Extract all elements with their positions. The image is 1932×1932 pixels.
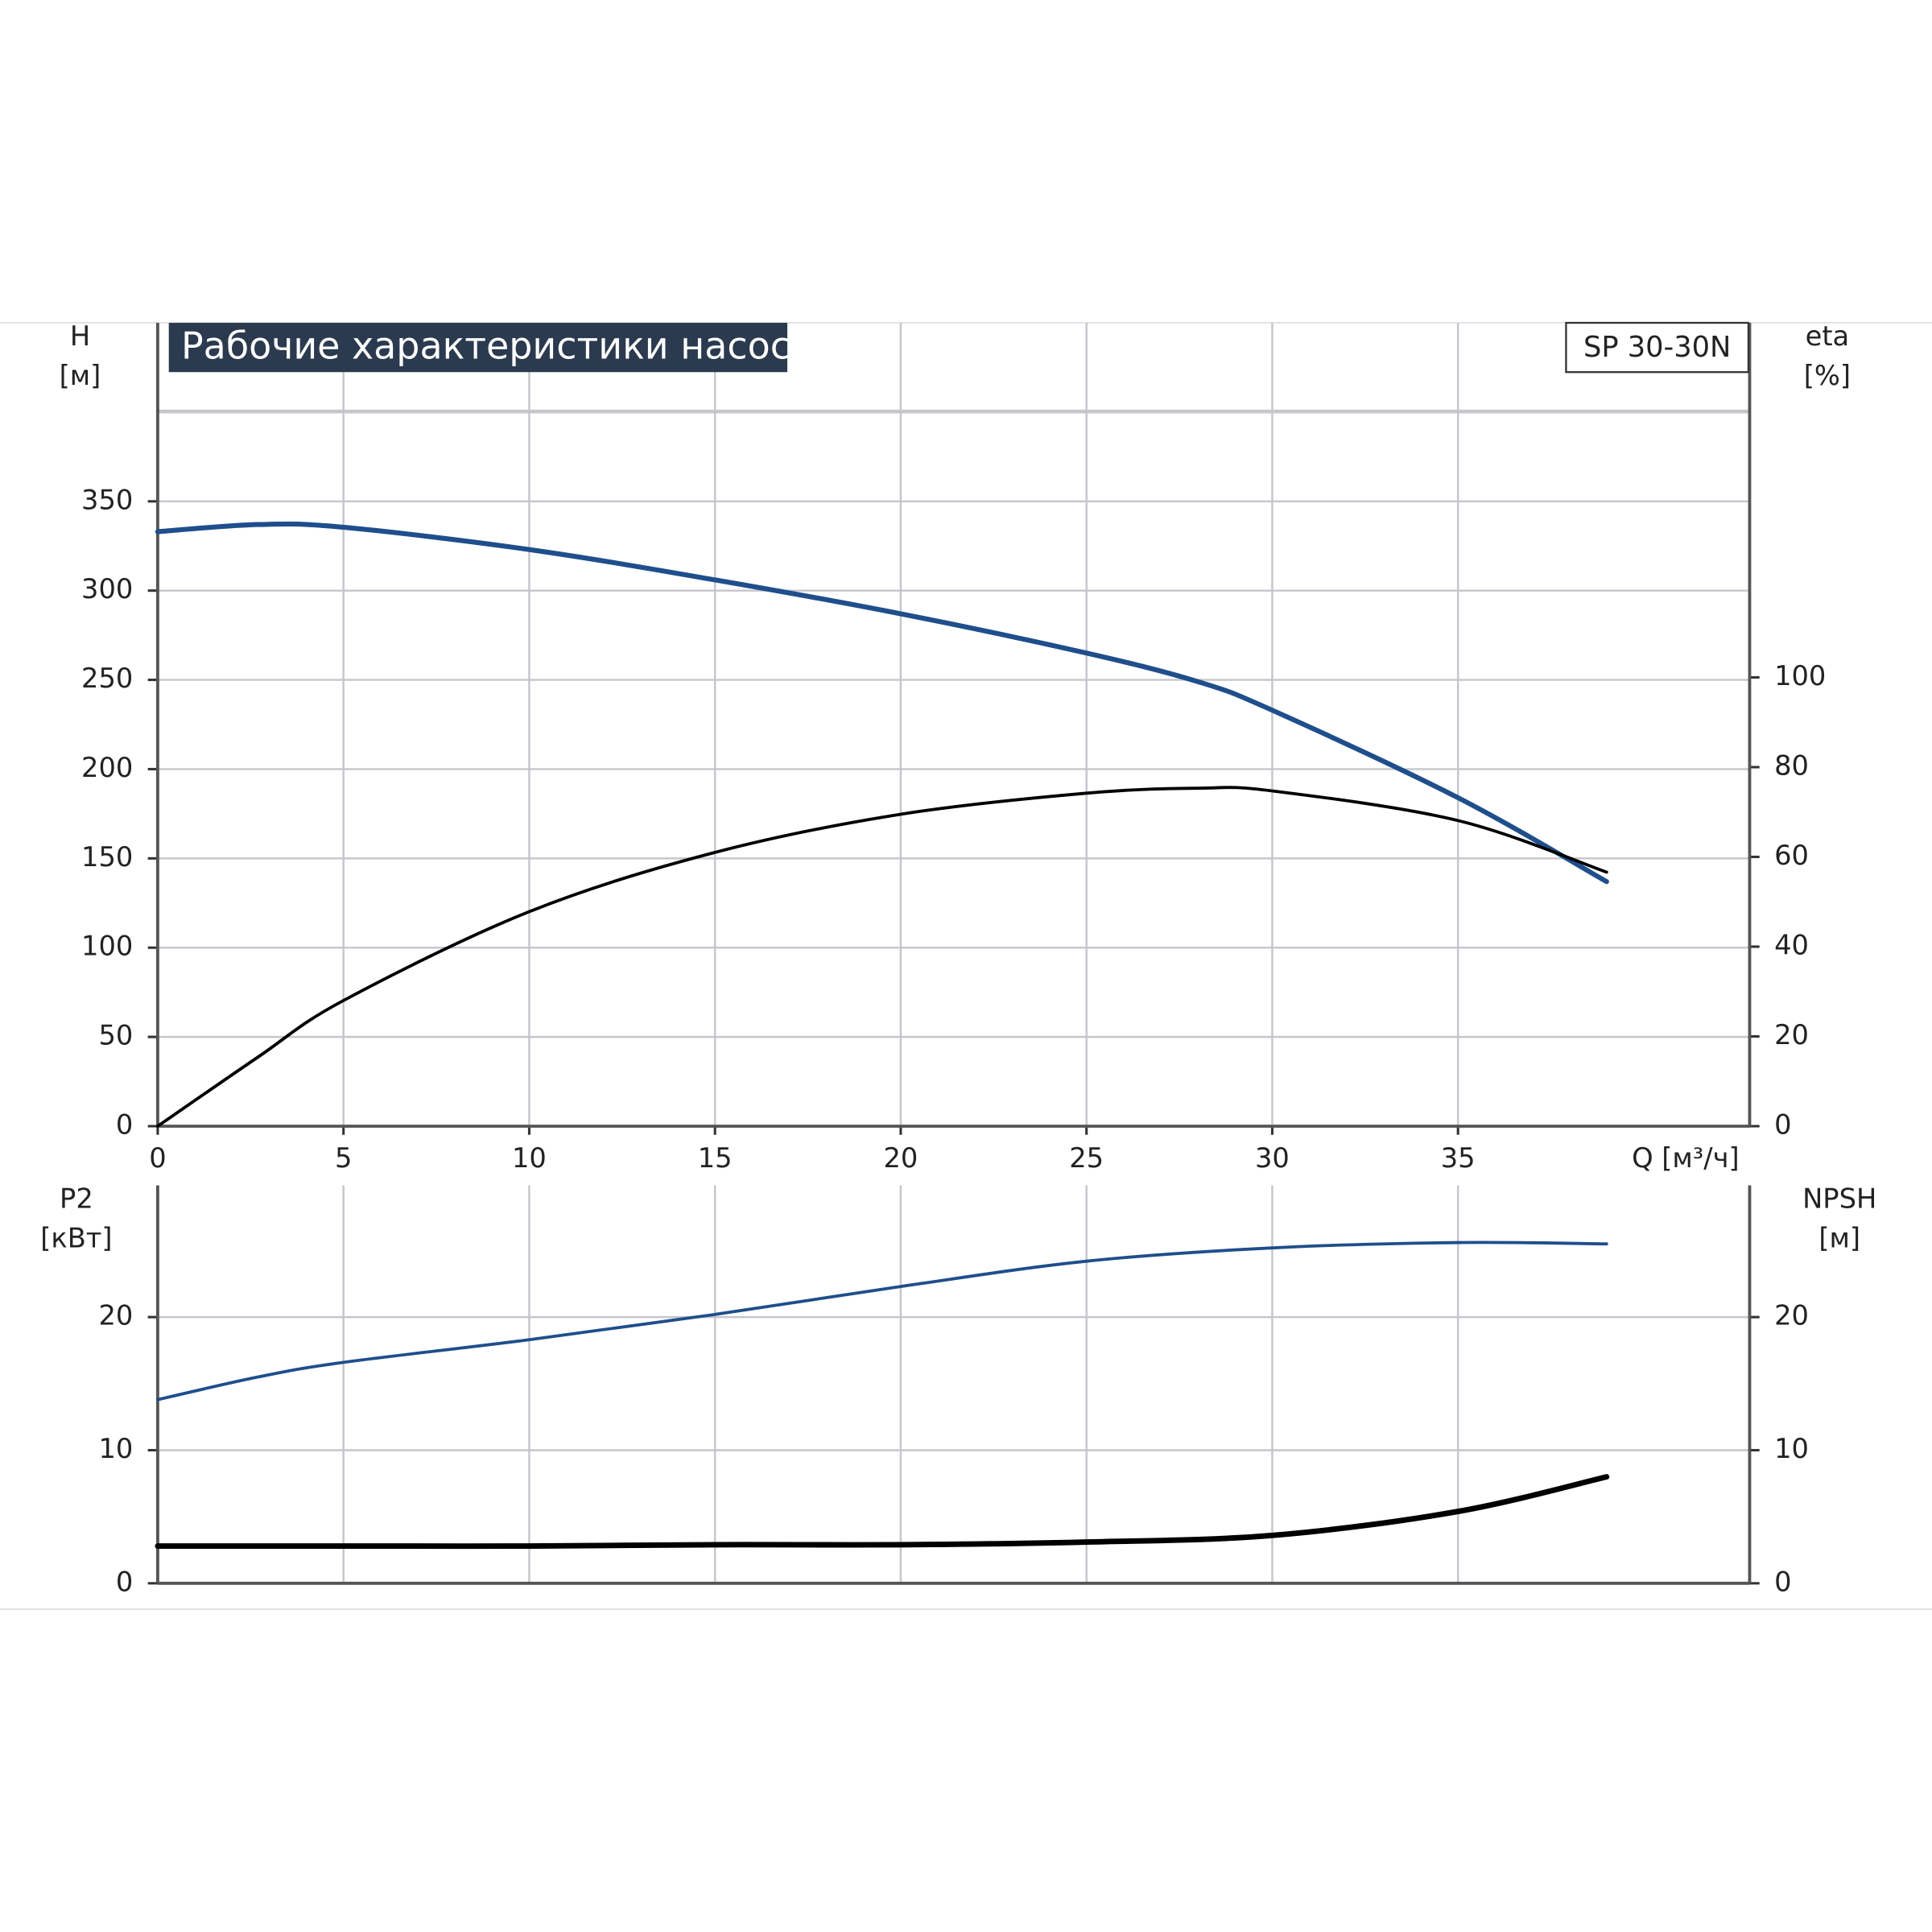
x-tick-label: 25 [1069,1142,1104,1174]
x-tick-label: 5 [335,1142,352,1174]
y2-tick-label: 0 [1774,1566,1791,1597]
x-tick-label: 15 [698,1142,733,1174]
x-axis-label: Q [м³/ч] [1632,1142,1740,1174]
y2-tick-label: 10 [1774,1433,1809,1464]
y-tick-label: 150 [81,841,133,873]
y2-tick-label: 20 [1774,1019,1809,1051]
y2-tick-label: 80 [1774,749,1809,781]
line-series [156,786,1608,1128]
plots: 0 5 10 15 20 25 30 3505010015020025030035002040… [40,320,1876,1597]
y-tick-label: 250 [81,663,133,694]
axis-name: P2 [60,1183,93,1214]
title-box [168,323,788,373]
y2-tick-label: 100 [1774,660,1826,691]
axis-unit: [кВт] [40,1222,112,1253]
axis-unit: [%] [1804,360,1851,391]
y-tick-label: 0 [116,1566,133,1597]
x-tick-label: 30 [1255,1142,1290,1174]
y-tick-label: 300 [81,573,133,605]
axis-name: NPSH [1802,1183,1876,1214]
y-tick-label: 10 [98,1433,133,1464]
y2-tick-label: 40 [1774,929,1809,960]
y-tick-label: 100 [81,931,133,962]
y-tick-label: 350 [81,484,133,515]
line-series [155,521,1609,885]
axis-unit: [м] [1818,1222,1860,1253]
y-tick-label: 20 [98,1300,133,1331]
x-tick-label: 35 [1441,1142,1476,1174]
x-tick-label: 20 [884,1142,919,1174]
y2-tick-label: 20 [1774,1300,1809,1331]
y2-tick-label: 60 [1774,840,1809,871]
y-tick-label: 200 [81,752,133,783]
y-tick-label: 0 [116,1108,133,1140]
axis-unit: [м] [60,360,101,391]
line-series [155,1474,1610,1550]
y2-tick-label: 0 [1774,1108,1791,1140]
y-tick-label: 50 [98,1020,133,1051]
x-tick-label: 0 [149,1142,166,1174]
model-label: SP 30-30N [1583,331,1731,364]
axis-name: eta [1806,320,1850,352]
x-tick-label: 10 [512,1142,547,1174]
line-series [156,1241,1608,1402]
chart-title: Рабочие характеристики насоса [181,324,813,368]
model-box [1565,321,1750,374]
axis-name: H [70,320,90,352]
